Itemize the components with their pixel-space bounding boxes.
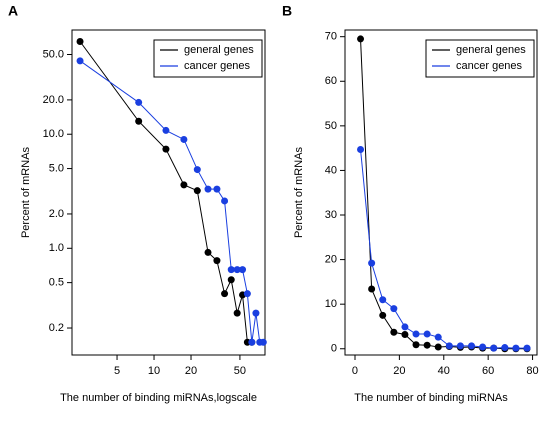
data-point xyxy=(468,342,476,350)
plot-frame xyxy=(71,29,266,356)
data-point xyxy=(180,135,188,143)
y-tick-label: 20 xyxy=(325,254,337,266)
data-point xyxy=(213,257,221,265)
legend-box xyxy=(153,39,263,78)
y-tick-label: 1.0 xyxy=(49,242,64,254)
data-point xyxy=(248,338,256,346)
data-point xyxy=(180,181,188,189)
data-point xyxy=(512,344,520,352)
y-tick-label: 50.0 xyxy=(43,48,64,60)
panel-label: B xyxy=(282,3,292,19)
x-tick-label: 20 xyxy=(393,365,405,377)
data-point xyxy=(357,145,365,153)
data-point xyxy=(401,330,409,338)
x-axis-label: The number of binding miRNAs,logscale xyxy=(60,392,257,404)
y-axis-label: Percent of mRNAs xyxy=(20,146,32,238)
series-line xyxy=(79,60,264,343)
panel-label: A xyxy=(8,3,18,19)
data-point xyxy=(434,333,442,341)
data-point xyxy=(456,342,464,350)
data-point xyxy=(76,38,84,46)
y-tick-label: 0.2 xyxy=(49,322,64,334)
data-point xyxy=(434,343,442,351)
x-tick-label: 5 xyxy=(114,365,120,377)
x-tick-label: 40 xyxy=(438,365,450,377)
data-point xyxy=(227,276,235,284)
y-tick-label: 30 xyxy=(325,209,337,221)
y-tick-label: 0.5 xyxy=(49,277,64,289)
data-point xyxy=(368,285,376,293)
x-tick-label: 0 xyxy=(352,365,358,377)
data-point xyxy=(233,266,241,274)
data-point xyxy=(193,166,201,174)
y-tick-label: 2.0 xyxy=(49,208,64,220)
data-point xyxy=(135,98,143,106)
data-point xyxy=(76,57,84,65)
data-point xyxy=(259,338,267,346)
data-point xyxy=(227,266,235,274)
x-tick-label: 10 xyxy=(148,365,160,377)
data-point xyxy=(412,330,420,338)
data-point xyxy=(501,344,509,352)
x-tick-label: 50 xyxy=(234,365,246,377)
data-point xyxy=(379,311,387,319)
data-point xyxy=(162,126,170,134)
y-tick-label: 10.0 xyxy=(43,128,64,140)
data-point xyxy=(401,323,409,331)
legend-label: cancer genes xyxy=(184,60,251,72)
data-point xyxy=(221,197,229,205)
series-line xyxy=(360,38,528,350)
y-tick-label: 60 xyxy=(325,75,337,87)
legend-label: general genes xyxy=(184,44,254,56)
data-point xyxy=(423,330,431,338)
plot-frame xyxy=(344,29,538,356)
data-point xyxy=(490,344,498,352)
data-point xyxy=(135,117,143,125)
x-tick-label: 60 xyxy=(482,365,494,377)
legend-label: cancer genes xyxy=(456,60,523,72)
data-point xyxy=(445,342,453,350)
data-point xyxy=(390,305,398,313)
y-tick-label: 5.0 xyxy=(49,162,64,174)
data-point xyxy=(204,185,212,193)
series-line xyxy=(79,41,252,343)
data-point xyxy=(204,248,212,256)
data-point xyxy=(252,309,260,317)
y-tick-label: 50 xyxy=(325,120,337,132)
x-axis-label: The number of binding miRNAs xyxy=(354,392,508,404)
data-point xyxy=(213,185,221,193)
data-point xyxy=(243,290,251,298)
data-point xyxy=(233,309,241,317)
y-tick-label: 70 xyxy=(325,31,337,43)
y-axis-label: Percent of mRNAs xyxy=(293,146,305,238)
data-point xyxy=(479,343,487,351)
data-point xyxy=(162,145,170,153)
legend-label: general genes xyxy=(456,44,526,56)
y-tick-label: 40 xyxy=(325,164,337,176)
data-point xyxy=(379,296,387,304)
y-tick-label: 0 xyxy=(331,343,337,355)
x-tick-label: 20 xyxy=(185,365,197,377)
x-tick-label: 80 xyxy=(526,365,538,377)
data-point xyxy=(423,341,431,349)
y-tick-label: 20.0 xyxy=(43,94,64,106)
series-line xyxy=(360,149,528,349)
legend-box xyxy=(425,39,535,78)
data-point xyxy=(368,259,376,267)
data-point xyxy=(357,35,365,43)
data-point xyxy=(193,187,201,195)
data-point xyxy=(239,266,247,274)
y-tick-label: 10 xyxy=(325,298,337,310)
data-point xyxy=(412,341,420,349)
data-point xyxy=(523,344,531,352)
data-point xyxy=(221,290,229,298)
data-point xyxy=(390,328,398,336)
